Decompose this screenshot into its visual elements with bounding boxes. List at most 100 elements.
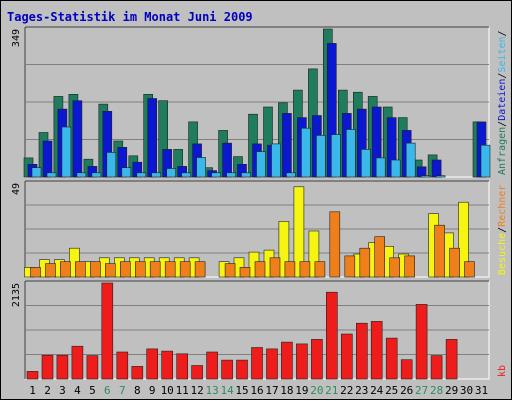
bar-kb-7	[116, 351, 129, 380]
legend-entry-kb: kb	[497, 365, 508, 377]
series-rechner	[30, 211, 475, 278]
bar-seiten-12	[196, 157, 206, 178]
x-tick-26: 26	[400, 384, 413, 397]
bar-kb-13	[206, 351, 218, 380]
bar-seiten-15	[241, 172, 251, 178]
x-tick-13: 13	[205, 384, 218, 397]
bar-kb-9	[146, 348, 158, 380]
series-seiten	[31, 126, 491, 178]
legend-entry-seiten: Seiten	[497, 36, 508, 72]
bar-seiten-13	[211, 172, 221, 178]
x-tick-22: 22	[340, 384, 353, 397]
bar-kb-4	[71, 345, 84, 380]
bar-dateien-28	[431, 159, 442, 178]
bar-rechner-29	[449, 247, 460, 278]
x-tick-30: 30	[460, 384, 473, 397]
bar-seiten-18	[286, 172, 296, 178]
legend-entry-anfragen: Anfragen	[497, 127, 508, 175]
legend-entry-rechner: Rechner	[497, 185, 508, 227]
bar-rechner-12	[194, 261, 206, 278]
x-tick-18: 18	[280, 384, 293, 397]
bar-rechner-16	[254, 261, 266, 278]
bar-kb-5	[86, 355, 99, 380]
legend-requests: Anfragen/Dateien/Seiten/	[497, 30, 508, 175]
legend-visits: Besuche/Rechner	[497, 185, 508, 275]
bar-kb-22	[340, 333, 353, 380]
x-tick-15: 15	[235, 384, 248, 397]
x-tick-12: 12	[190, 384, 203, 397]
legend-entry-besuche: Besuche	[497, 233, 508, 275]
bar-kb-10	[161, 350, 173, 380]
x-tick-20: 20	[310, 384, 323, 397]
y-max-label: 49	[11, 183, 22, 195]
bar-seiten-14	[226, 172, 236, 178]
bar-seiten-25	[390, 159, 401, 178]
bar-kb-1	[26, 371, 39, 380]
bar-seiten-28	[435, 175, 446, 178]
bar-rechner-2	[45, 263, 56, 278]
panel-kb: 2135 kb	[11, 280, 508, 380]
bar-seiten-20	[316, 135, 326, 178]
x-tick-19: 19	[295, 384, 308, 397]
bar-seiten-5	[91, 172, 102, 178]
bar-kb-16	[251, 347, 263, 380]
bar-rechner-8	[135, 261, 146, 278]
bar-kb-21	[325, 291, 338, 380]
bar-kb-17	[266, 348, 278, 380]
x-tick-5: 5	[89, 384, 96, 397]
bar-seiten-3	[61, 126, 72, 178]
bar-seiten-10	[166, 168, 176, 178]
bar-besuche-19	[293, 186, 305, 278]
bar-kb-3	[56, 354, 69, 380]
bar-kb-24	[370, 321, 383, 380]
bar-seiten-23	[360, 149, 371, 178]
bar-rechner-18	[284, 261, 296, 278]
legend-separator: /	[497, 30, 508, 36]
x-tick-21: 21	[325, 384, 338, 397]
bar-rechner-14	[224, 263, 236, 278]
chart-panels: 349Anfragen/Dateien/Seiten/49Besuche/Rec…	[11, 26, 508, 380]
bar-seiten-22	[345, 129, 356, 178]
bar-dateien-4	[72, 100, 83, 178]
bar-seiten-27	[420, 175, 431, 178]
bar-seiten-9	[151, 172, 161, 178]
y-max-label: 349	[11, 29, 22, 47]
x-tick-1: 1	[29, 384, 36, 397]
bar-rechner-7	[120, 261, 131, 278]
x-tick-3: 3	[59, 384, 66, 397]
bar-seiten-4	[76, 172, 87, 178]
x-tick-25: 25	[385, 384, 398, 397]
bar-kb-20	[311, 339, 323, 380]
series-besuche	[24, 186, 469, 278]
bar-kb-18	[281, 341, 293, 380]
x-tick-6: 6	[104, 384, 111, 397]
legend-separator: /	[497, 121, 508, 127]
bar-seiten-7	[121, 167, 132, 178]
bar-besuche-30	[458, 201, 469, 278]
bar-rechner-25	[389, 257, 401, 278]
bar-rechner-11	[179, 261, 191, 278]
bar-seiten-16	[256, 151, 266, 178]
bar-rechner-1	[30, 267, 41, 278]
bar-rechner-6	[105, 263, 116, 278]
legend-entry-dateien: Dateien	[497, 79, 508, 121]
y-max-label: 2135	[11, 283, 22, 307]
x-tick-17: 17	[265, 384, 278, 397]
panel-visits: 49 Besuche/Rechner	[11, 180, 508, 278]
bar-seiten-11	[181, 172, 191, 178]
x-tick-28: 28	[430, 384, 443, 397]
bar-kb-11	[176, 353, 188, 380]
bar-kb-12	[191, 365, 203, 380]
x-tick-14: 14	[220, 384, 234, 397]
bar-besuche-18	[278, 221, 290, 278]
bar-rechner-17	[269, 257, 281, 278]
bar-rechner-23	[359, 247, 371, 278]
bar-rechner-15	[239, 267, 251, 278]
bar-seiten-21	[330, 134, 341, 178]
bar-kb-14	[221, 359, 233, 380]
bar-kb-25	[385, 337, 398, 380]
bar-kb-2	[41, 354, 54, 380]
bar-seiten-2	[46, 172, 57, 178]
